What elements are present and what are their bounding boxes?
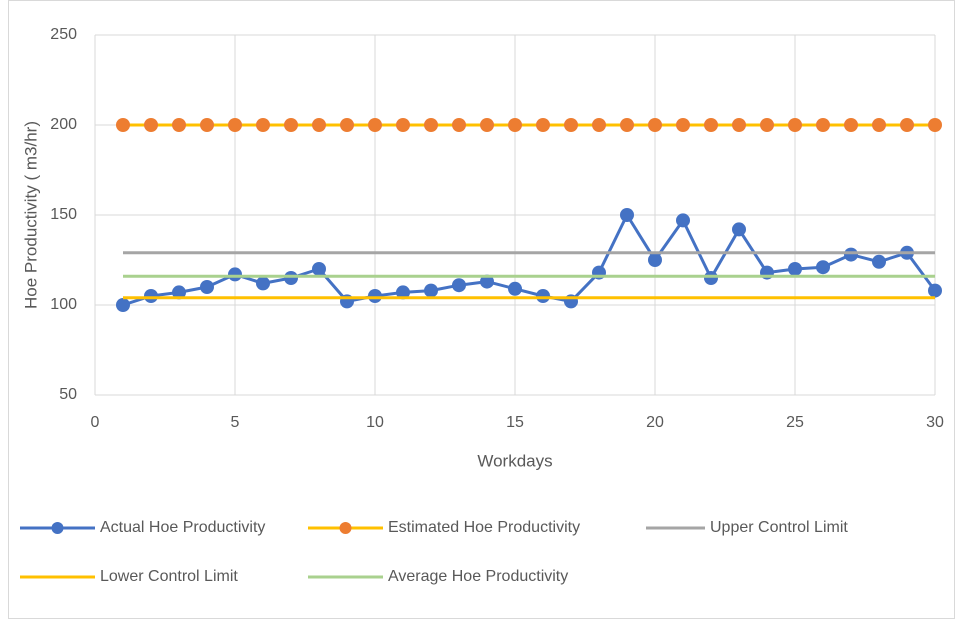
data-point <box>424 283 438 298</box>
data-point <box>872 254 886 269</box>
legend-label: Estimated Hoe Productivity <box>388 519 580 536</box>
data-point <box>676 213 690 228</box>
data-point <box>396 118 410 132</box>
y-tick-label: 100 <box>50 296 77 313</box>
data-point <box>200 280 214 294</box>
legend-label: Actual Hoe Productivity <box>100 519 265 536</box>
data-point <box>592 118 606 132</box>
data-point <box>928 283 942 298</box>
data-point <box>144 289 158 303</box>
x-axis-label: Workdays <box>477 451 552 470</box>
data-point <box>816 260 830 275</box>
data-point <box>452 278 466 293</box>
data-point <box>760 118 774 132</box>
data-point <box>676 118 690 132</box>
data-point <box>228 267 242 282</box>
data-point <box>340 118 354 132</box>
legend-marker <box>339 522 352 534</box>
data-point <box>620 118 634 132</box>
data-point <box>928 118 942 132</box>
data-point <box>648 253 662 267</box>
data-point <box>508 281 522 296</box>
data-point <box>116 118 130 132</box>
data-point <box>172 118 186 132</box>
data-point <box>228 118 242 132</box>
data-point <box>144 118 158 132</box>
y-tick-label: 150 <box>50 206 77 223</box>
data-point <box>648 118 662 132</box>
x-tick-label: 25 <box>786 414 804 431</box>
data-point <box>508 118 522 132</box>
y-tick-label: 250 <box>50 26 77 43</box>
data-point <box>732 118 746 132</box>
data-point <box>816 118 830 132</box>
data-point <box>900 118 914 132</box>
legend-marker <box>51 522 64 534</box>
y-tick-label: 200 <box>50 116 77 133</box>
legend-label: Average Hoe Productivity <box>388 568 568 585</box>
data-point <box>256 276 270 291</box>
data-point <box>284 271 298 285</box>
data-point <box>564 118 578 132</box>
x-tick-label: 15 <box>506 414 524 431</box>
y-tick-label: 50 <box>59 386 77 403</box>
data-point <box>704 271 718 285</box>
data-point <box>536 289 550 303</box>
data-point <box>368 118 382 132</box>
x-tick-label: 10 <box>366 414 384 431</box>
data-point <box>368 289 382 303</box>
data-point <box>788 118 802 132</box>
legend-label: Lower Control Limit <box>100 568 238 585</box>
data-point <box>620 208 634 222</box>
data-point <box>480 274 494 289</box>
data-point <box>480 118 494 132</box>
data-point <box>788 262 802 276</box>
data-point <box>312 262 326 276</box>
data-point <box>284 118 298 132</box>
data-point <box>732 222 746 237</box>
data-point <box>312 118 326 132</box>
x-tick-label: 0 <box>91 414 100 431</box>
data-point <box>872 118 886 132</box>
data-point <box>424 118 438 132</box>
data-point <box>200 118 214 132</box>
data-point <box>844 247 858 262</box>
data-point <box>704 118 718 132</box>
x-tick-label: 5 <box>231 414 240 431</box>
x-tick-label: 30 <box>926 414 944 431</box>
data-point <box>844 118 858 132</box>
data-point <box>536 118 550 132</box>
y-axis-label: Hoe Productivity ( m3/hr) <box>21 121 40 309</box>
data-point <box>116 298 130 312</box>
legend-label: Upper Control Limit <box>710 519 848 536</box>
data-point <box>256 118 270 132</box>
data-point <box>452 118 466 132</box>
x-tick-label: 20 <box>646 414 664 431</box>
data-point <box>396 285 410 300</box>
data-point <box>172 285 186 300</box>
chart-frame <box>8 0 955 619</box>
